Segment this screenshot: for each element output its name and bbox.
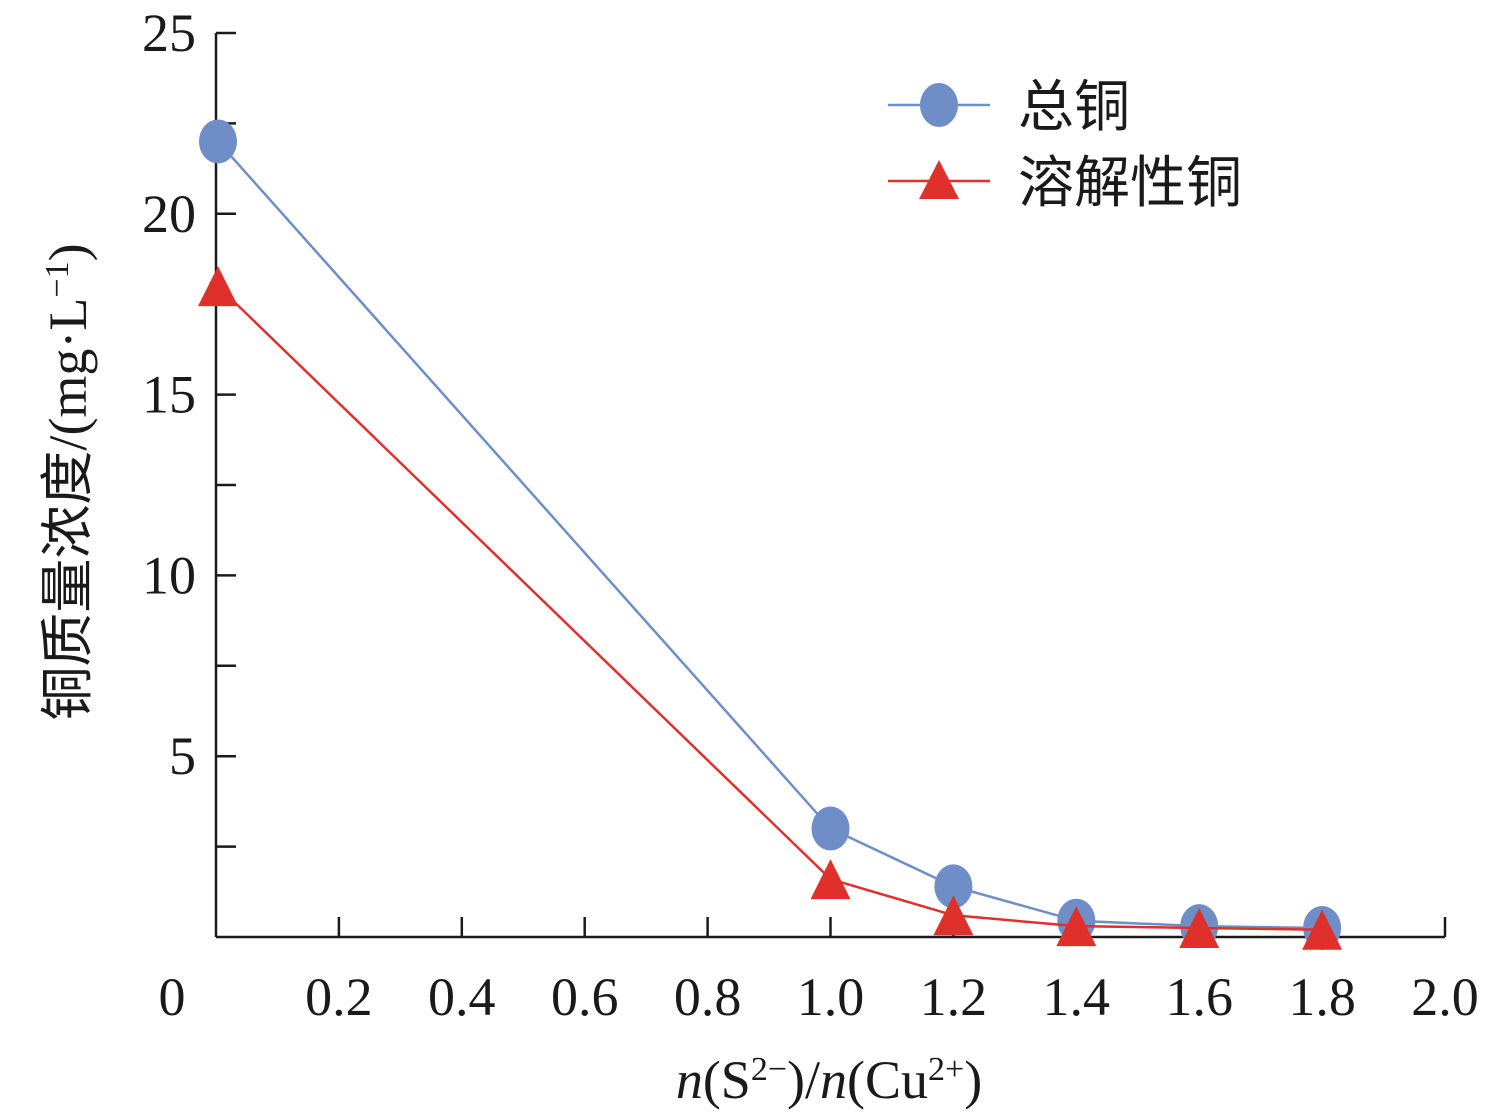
x-tick-label: 0.2 [305,967,373,1027]
legend-label-total-copper: 总铜 [1018,75,1130,140]
x-title-sup1: 2− [751,1051,787,1088]
x-axis-title: n(S2−)/n(Cu2+) [676,1050,982,1110]
x-title-close: ) [964,1050,982,1110]
x-title-sup2: 2+ [928,1051,964,1088]
y-title-sup: −1 [39,261,76,297]
x-title-cu: (Cu [847,1050,928,1110]
series-layer [198,119,1343,950]
y-tick-label: 25 [142,3,196,63]
series-total-copper [199,119,1342,950]
x-title-s: (S [703,1050,751,1110]
data-point [933,895,974,936]
legend-marker-total-copper [920,83,958,127]
y-tick-label: 10 [142,545,196,605]
legend-label-dissolved-copper: 溶解性铜 [1018,151,1242,216]
data-point [1056,906,1097,947]
x-title-n1: n [676,1050,703,1110]
x-tick-label: 2.0 [1411,967,1479,1027]
y-axis-title: 铜质量浓度/(mg·L−1) [38,243,98,720]
x-tick-label: 1.4 [1043,967,1111,1027]
data-point [199,119,237,164]
x-tick-label: 1.8 [1288,967,1356,1027]
y-title-main: 铜质量浓度/(mg·L [38,298,98,721]
x-tick-label: 1.0 [797,967,865,1027]
x-title-n2: n [820,1050,847,1110]
y-tick-label: 15 [142,365,196,425]
x-tick-label: 0 [159,967,186,1027]
x-tick-label: 1.6 [1165,967,1233,1027]
data-point [1179,907,1220,948]
axes: 5 10 15 20 25 0 0.2 0.4 0.6 0.8 1.0 1.2 1.4 1.6 1.8 2.0 [142,3,1479,1027]
legend-marker-dissolved-copper [919,160,959,199]
data-point [1302,909,1343,950]
data-point [198,266,238,307]
series-dissolved-copper [198,266,1343,950]
y-title-close: ) [38,243,98,261]
series-line [217,285,1323,932]
x-tick-label: 1.2 [920,967,988,1027]
data-point [934,864,973,909]
x-tick-label: 0.8 [674,967,742,1027]
legend: 总铜 溶解性铜 [888,75,1242,216]
series-line [217,140,1323,930]
y-tick-label: 20 [142,184,196,244]
x-tick-label: 0.4 [428,967,496,1027]
x-tick-label: 0.6 [551,967,619,1027]
data-point [810,859,851,900]
x-title-mid: )/ [787,1050,820,1110]
y-tick-label: 5 [169,726,196,786]
data-point [811,806,850,851]
